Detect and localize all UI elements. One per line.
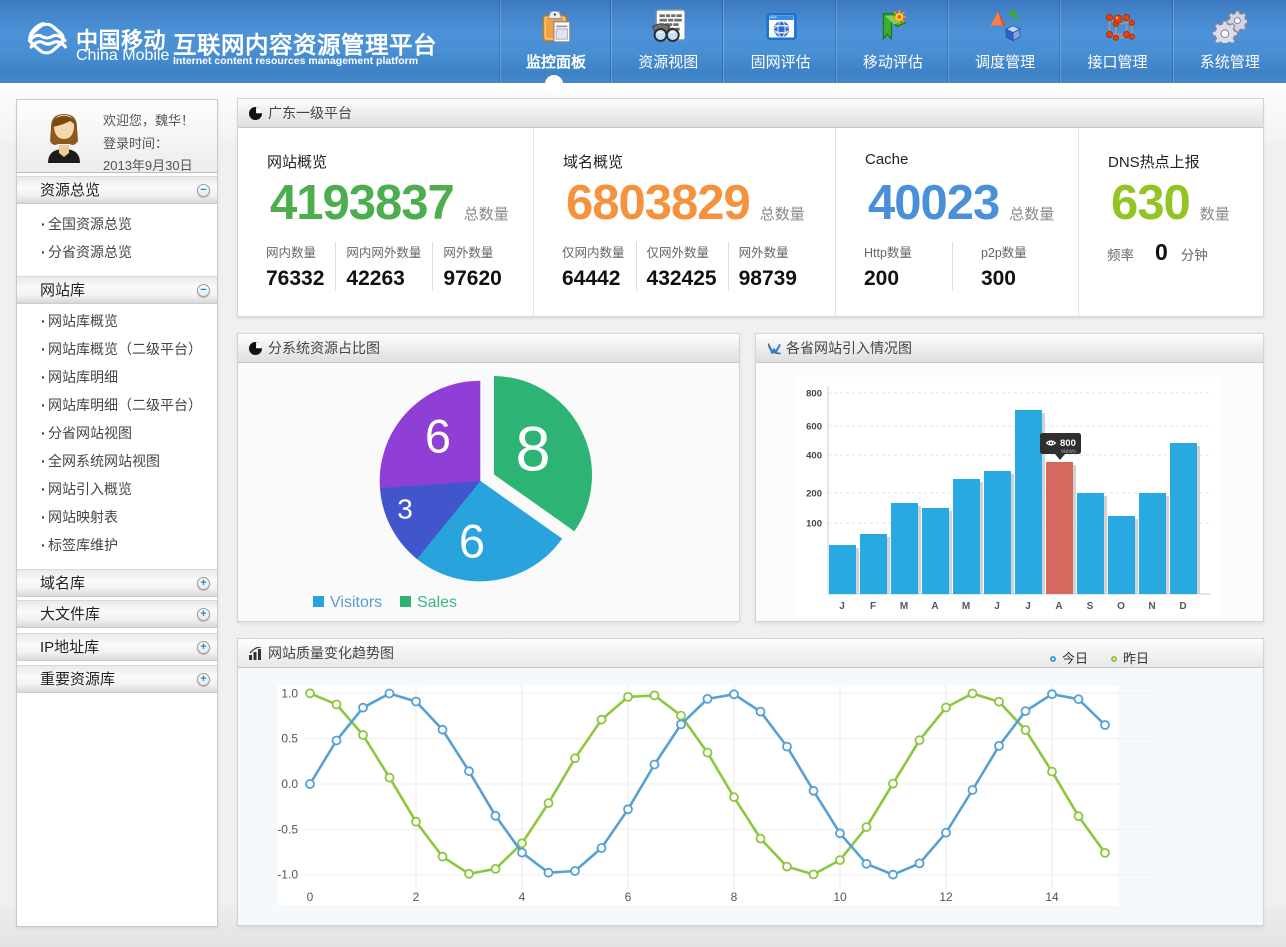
- svg-text:6: 6: [459, 514, 485, 567]
- svg-text:0.0: 0.0: [281, 777, 298, 791]
- svg-text:14: 14: [1045, 890, 1059, 904]
- svg-text:F: F: [870, 601, 876, 612]
- svg-text:800: 800: [806, 389, 822, 400]
- svg-text:A: A: [1055, 601, 1062, 612]
- svg-text:12: 12: [939, 890, 953, 904]
- svg-text:M: M: [962, 601, 970, 612]
- svg-text:3: 3: [397, 493, 413, 524]
- svg-text:100: 100: [806, 519, 822, 530]
- svg-text:6: 6: [625, 890, 632, 904]
- svg-text:M: M: [900, 601, 908, 612]
- svg-text:N: N: [1148, 601, 1155, 612]
- svg-text:Visitors: Visitors: [330, 594, 382, 611]
- svg-text:views: views: [1061, 449, 1076, 455]
- svg-text:J: J: [1025, 601, 1031, 612]
- svg-text:400: 400: [806, 451, 822, 462]
- svg-text:Sales: Sales: [417, 594, 457, 611]
- svg-text:600: 600: [806, 422, 822, 433]
- svg-text:-0.5: -0.5: [277, 822, 298, 836]
- svg-text:8: 8: [515, 415, 550, 485]
- svg-text:4: 4: [519, 890, 526, 904]
- svg-text:10: 10: [833, 890, 847, 904]
- svg-text:6: 6: [425, 409, 451, 462]
- svg-text:O: O: [1117, 601, 1125, 612]
- svg-text:200: 200: [806, 489, 822, 500]
- svg-text:2: 2: [413, 890, 420, 904]
- svg-text:1.0: 1.0: [281, 686, 298, 700]
- svg-text:8: 8: [731, 890, 738, 904]
- svg-text:0: 0: [307, 890, 314, 904]
- svg-text:J: J: [994, 601, 1000, 612]
- svg-text:D: D: [1179, 601, 1186, 612]
- svg-text:0.5: 0.5: [281, 732, 298, 746]
- svg-text:-1.0: -1.0: [277, 868, 298, 882]
- svg-text:800: 800: [1060, 438, 1076, 449]
- svg-text:J: J: [839, 601, 845, 612]
- svg-text:A: A: [931, 601, 938, 612]
- svg-text:S: S: [1087, 601, 1094, 612]
